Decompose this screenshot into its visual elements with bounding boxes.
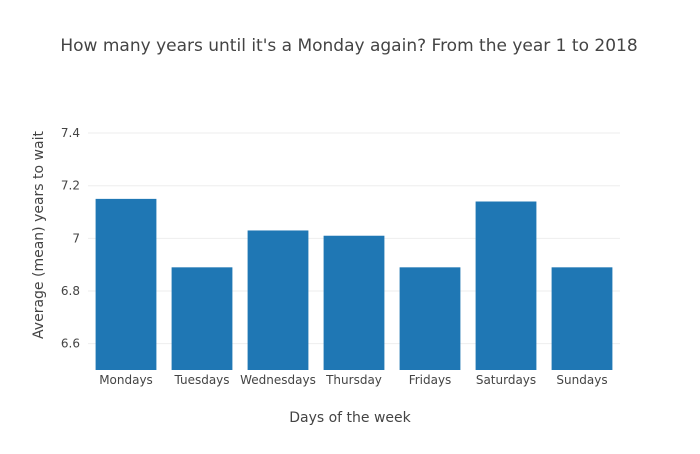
x-axis-ticks: Mondays Tuesdays Wednesdays Thursday Fridays… — [99, 373, 607, 387]
bar-fridays[interactable] — [399, 267, 461, 370]
x-tick-label: Fridays — [409, 373, 452, 387]
bar-wednesdays[interactable] — [247, 230, 309, 370]
y-axis-label: Average (mean) years to wait — [31, 131, 47, 339]
bar-saturdays[interactable] — [475, 201, 537, 370]
x-tick-label: Wednesdays — [240, 373, 316, 387]
x-tick-label: Saturdays — [476, 373, 536, 387]
bar-tuesdays[interactable] — [171, 267, 233, 370]
x-tick-label: Tuesdays — [173, 373, 229, 387]
x-axis-label: Days of the week — [289, 410, 411, 426]
x-tick-label: Mondays — [99, 373, 153, 387]
y-tick-label: 6.6 — [61, 337, 80, 351]
x-tick-label: Sundays — [556, 373, 607, 387]
y-tick-label: 7.4 — [61, 126, 80, 140]
bar-thursday[interactable] — [323, 235, 385, 370]
x-tick-label: Thursday — [325, 373, 382, 387]
y-axis-ticks: 6.6 6.8 7 7.2 7.4 — [61, 126, 80, 351]
y-tick-label: 6.8 — [61, 284, 80, 298]
y-tick-label: 7 — [72, 231, 80, 245]
y-tick-label: 7.2 — [61, 179, 80, 193]
chart-title: How many years until it's a Monday again… — [60, 36, 637, 56]
bar-mondays[interactable] — [95, 198, 157, 370]
bar-sundays[interactable] — [551, 267, 613, 370]
bars — [95, 198, 613, 370]
